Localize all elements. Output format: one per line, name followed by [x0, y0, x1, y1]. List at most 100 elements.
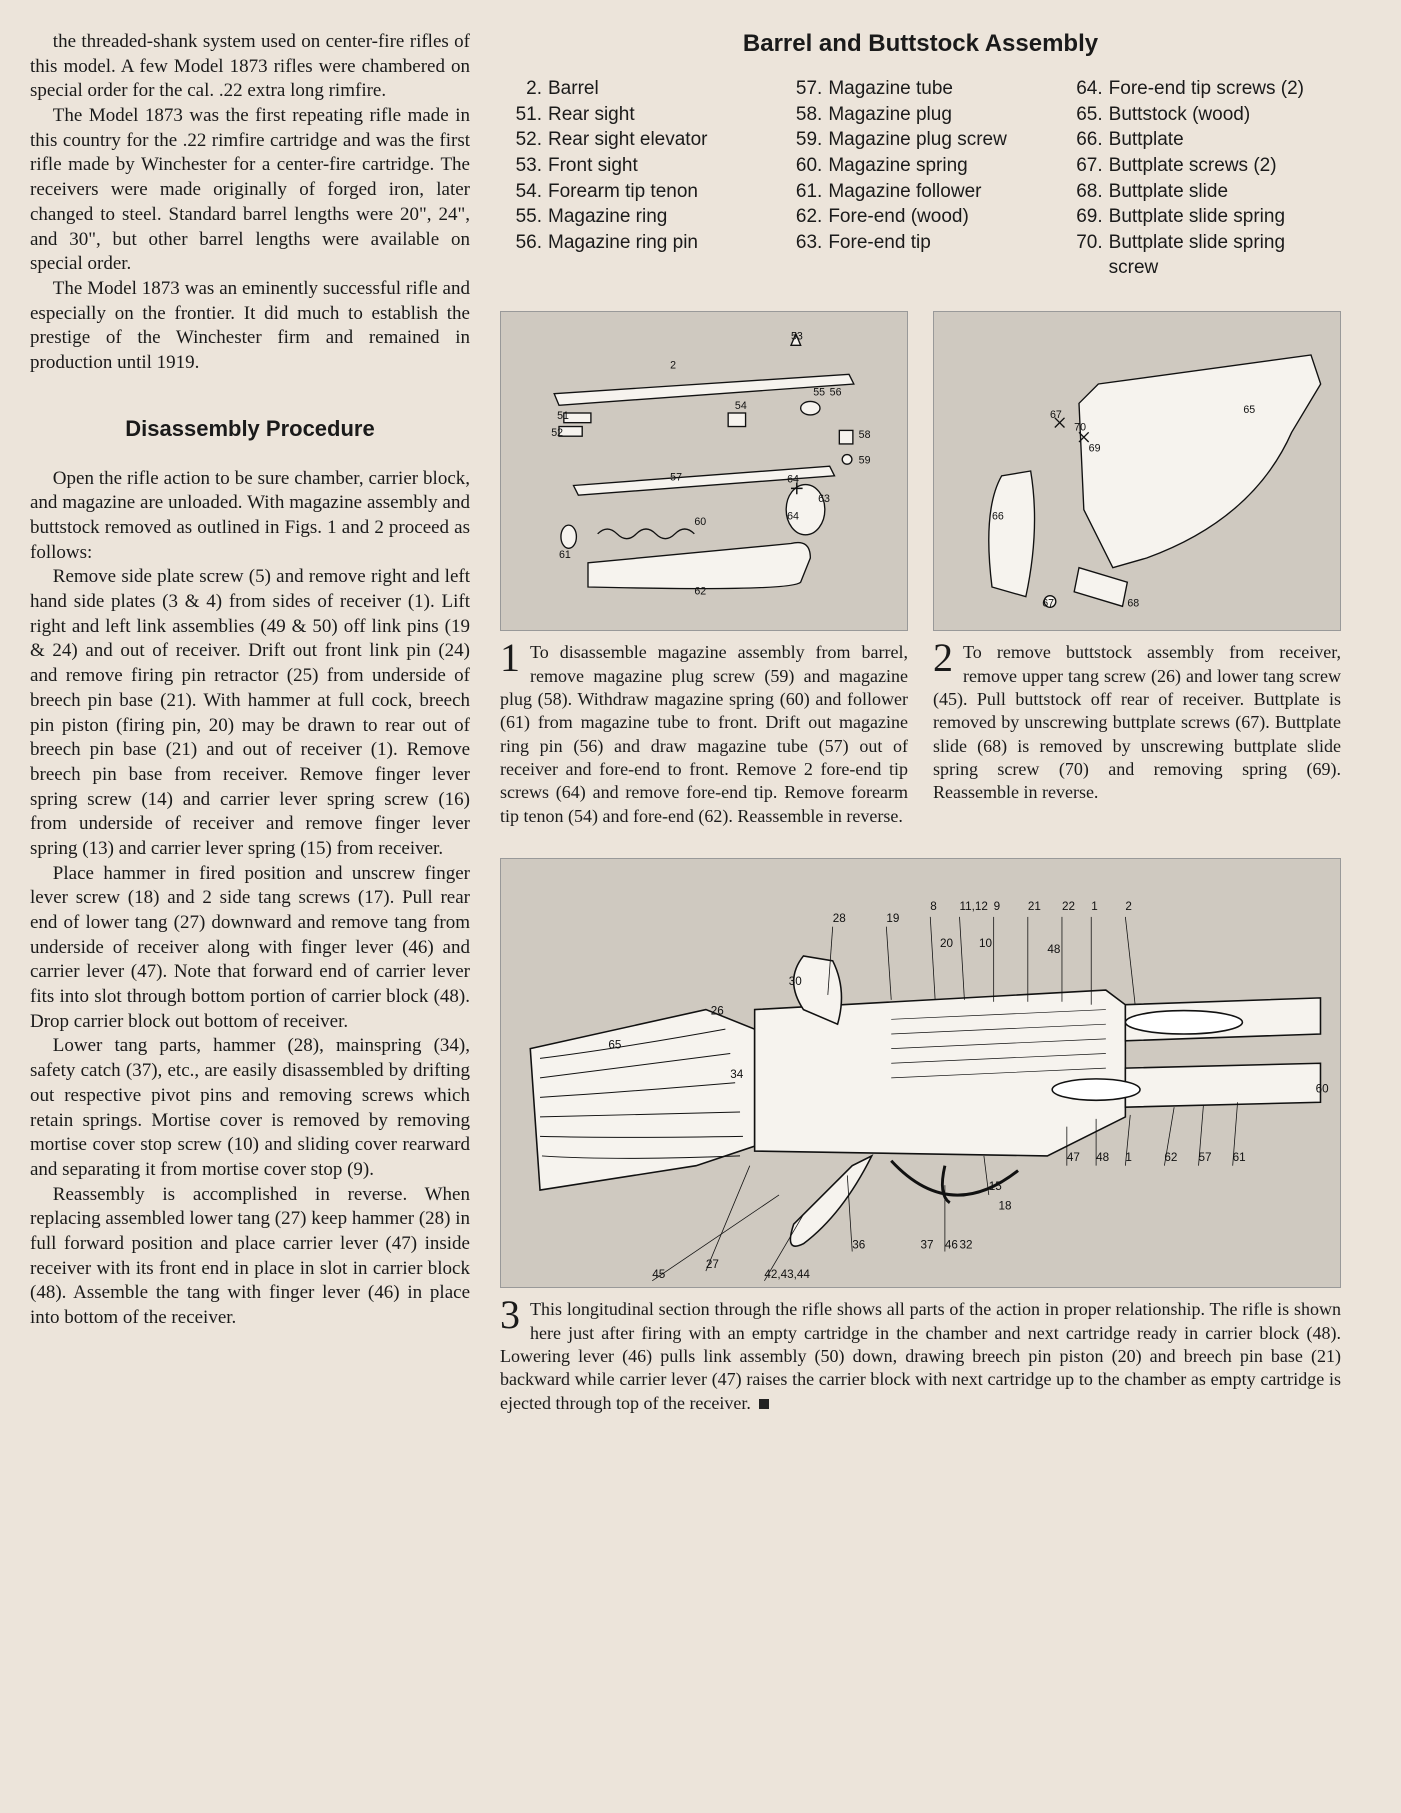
- part-item: 55.Magazine ring: [510, 204, 770, 230]
- part-number: 70.: [1071, 230, 1109, 281]
- part-label: Fore-end (wood): [828, 204, 968, 230]
- part-label: Forearm tip tenon: [548, 179, 698, 205]
- diagram-callout: 36: [852, 1239, 865, 1252]
- part-label: Buttplate slide spring: [1109, 204, 1285, 230]
- diagram-callout: 45: [652, 1268, 666, 1281]
- part-item: 68.Buttplate slide: [1071, 179, 1331, 205]
- diagram-callout: 54: [735, 400, 747, 412]
- figure-3-number: 3: [500, 1298, 530, 1332]
- figure-2-text: To remove buttstock assembly from receiv…: [933, 642, 1341, 802]
- part-number: 67.: [1071, 153, 1109, 179]
- diagram-callout: 69: [1089, 443, 1101, 455]
- disassembly-para-4: Lower tang parts, hammer (28), mainsprin…: [30, 1034, 470, 1182]
- parts-list: 2.Barrel51.Rear sight52.Rear sight eleva…: [500, 76, 1341, 281]
- part-item: 65.Buttstock (wood): [1071, 102, 1331, 128]
- part-item: 67.Buttplate screws (2): [1071, 153, 1331, 179]
- figure-1-diagram: 5325556515458525759646364606162: [500, 311, 908, 631]
- part-item: 54.Forearm tip tenon: [510, 179, 770, 205]
- figure-2-number: 2: [933, 641, 963, 675]
- part-number: 55.: [510, 204, 548, 230]
- part-label: Fore-end tip screws (2): [1109, 76, 1304, 102]
- parts-column-3: 64.Fore-end tip screws (2)65.Buttstock (…: [1071, 76, 1331, 281]
- diagram-callout: 19: [886, 912, 899, 925]
- left-text-column: the threaded-shank system used on center…: [30, 30, 470, 1435]
- figure-3-text: This longitudinal section through the ri…: [500, 1299, 1341, 1413]
- barrel-buttstock-heading: Barrel and Buttstock Assembly: [500, 30, 1341, 58]
- diagram-callout: 61: [559, 549, 571, 561]
- diagram-callout: 15: [989, 1180, 1003, 1193]
- diagram-callout: 47: [1067, 1151, 1080, 1164]
- figure-2-caption: 2 To remove buttstock assembly from rece…: [933, 641, 1341, 805]
- part-number: 2.: [510, 76, 548, 102]
- parts-column-2: 57.Magazine tube58.Magazine plug59.Magaz…: [790, 76, 1050, 281]
- diagram-callout: 65: [1243, 404, 1255, 416]
- diagram-callout: 59: [859, 454, 871, 466]
- diagram-callout: 27: [706, 1258, 719, 1271]
- diagram-callout: 52: [551, 427, 563, 439]
- part-number: 61.: [790, 179, 828, 205]
- part-label: Magazine spring: [828, 153, 967, 179]
- part-label: Rear sight elevator: [548, 127, 707, 153]
- diagram-callout: 62: [1164, 1151, 1177, 1164]
- part-number: 60.: [790, 153, 828, 179]
- diagram-callout: 57: [670, 472, 682, 484]
- part-number: 62.: [790, 204, 828, 230]
- disassembly-para-2: Remove side plate screw (5) and remove r…: [30, 565, 470, 861]
- figure-3-caption: 3 This longitudinal section through the …: [500, 1298, 1341, 1415]
- figure-1-caption: 1 To disassemble magazine assembly from …: [500, 641, 908, 828]
- diagram-callout: 60: [694, 516, 706, 528]
- part-item: 70.Buttplate slide spring screw: [1071, 230, 1331, 281]
- part-item: 53.Front sight: [510, 153, 770, 179]
- diagram-callout: 32: [960, 1239, 973, 1252]
- part-number: 51.: [510, 102, 548, 128]
- diagram-callout: 42,43,44: [764, 1268, 810, 1281]
- diagram-callout: 2: [670, 360, 676, 372]
- figure-3-diagram: 2819811,12921221220104830346526601547481…: [500, 858, 1341, 1288]
- figure-2-block: 67706965666768 2 To remove buttstock ass…: [933, 311, 1341, 828]
- diagram-callout: 53: [791, 331, 803, 343]
- diagram-callout: 63: [818, 493, 830, 505]
- diagram-callout: 58: [859, 429, 871, 441]
- part-item: 66.Buttplate: [1071, 127, 1331, 153]
- diagram-callout: 20: [940, 937, 954, 950]
- part-label: Buttplate slide spring screw: [1109, 230, 1331, 281]
- diagram-callout: 30: [789, 975, 803, 988]
- part-number: 64.: [1071, 76, 1109, 102]
- diagram-callout: 67: [1042, 597, 1054, 609]
- part-number: 53.: [510, 153, 548, 179]
- diagram-callout: 22: [1062, 900, 1075, 913]
- diagram-callout: 60: [1316, 1083, 1330, 1096]
- diagram-callout: 8: [930, 900, 937, 913]
- diagram-callout: 1: [1091, 900, 1098, 913]
- diagram-callout: 56: [830, 387, 842, 399]
- right-content-column: Barrel and Buttstock Assembly 2.Barrel51…: [500, 30, 1341, 1435]
- diagram-callout: 61: [1233, 1151, 1246, 1164]
- diagram-callout: 21: [1028, 900, 1041, 913]
- part-item: 61.Magazine follower: [790, 179, 1050, 205]
- diagram-callout: 55: [813, 387, 825, 399]
- part-label: Buttplate: [1109, 127, 1184, 153]
- part-item: 64.Fore-end tip screws (2): [1071, 76, 1331, 102]
- intro-para-2: The Model 1873 was the first repeating r…: [30, 104, 470, 277]
- parts-column-1: 2.Barrel51.Rear sight52.Rear sight eleva…: [510, 76, 770, 281]
- diagram-callout: 34: [730, 1068, 744, 1081]
- diagram-callout: 46: [945, 1239, 958, 1252]
- part-item: 60.Magazine spring: [790, 153, 1050, 179]
- disassembly-para-3: Place hammer in fired position and unscr…: [30, 862, 470, 1035]
- figure-1-text: To disassemble magazine assembly from ba…: [500, 642, 908, 826]
- intro-para-3: The Model 1873 was an eminently successf…: [30, 277, 470, 376]
- figure-1-block: 5325556515458525759646364606162 1 To dis…: [500, 311, 908, 828]
- diagram-callout: 65: [608, 1039, 622, 1052]
- part-number: 66.: [1071, 127, 1109, 153]
- part-label: Buttplate slide: [1109, 179, 1228, 205]
- diagram-callout: 28: [833, 912, 846, 925]
- diagram-callout: 67: [1050, 409, 1062, 421]
- diagram-callout: 70: [1074, 422, 1086, 434]
- part-label: Barrel: [548, 76, 599, 102]
- part-label: Buttstock (wood): [1109, 102, 1251, 128]
- part-number: 65.: [1071, 102, 1109, 128]
- part-item: 62.Fore-end (wood): [790, 204, 1050, 230]
- diagram-callout: 51: [557, 410, 569, 422]
- diagram-callout: 68: [1127, 597, 1139, 609]
- part-number: 56.: [510, 230, 548, 256]
